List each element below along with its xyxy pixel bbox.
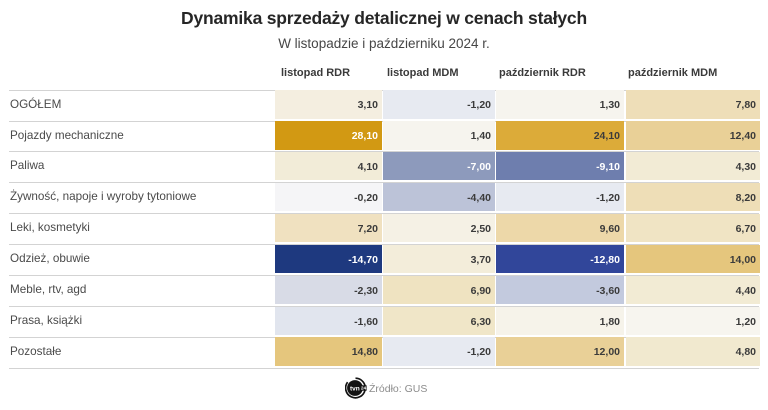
svg-text:tvn: tvn <box>350 385 360 392</box>
svg-text:24: 24 <box>361 386 367 392</box>
